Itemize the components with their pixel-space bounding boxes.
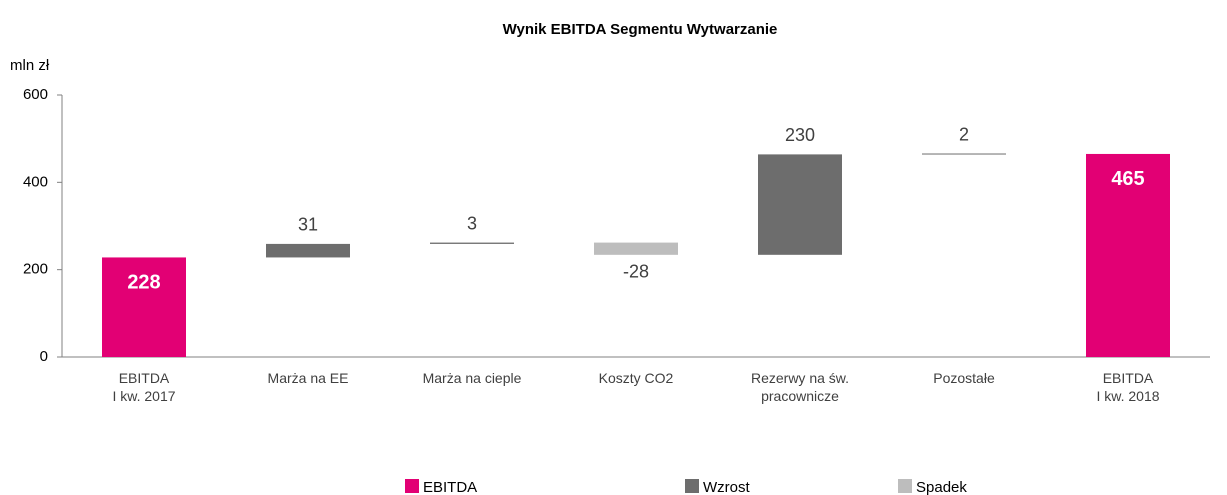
value-label: -28 bbox=[623, 262, 649, 282]
x-tick-label-line: pracownicze bbox=[761, 388, 839, 404]
x-tick-label: Marża na EE bbox=[268, 370, 349, 386]
x-tick-label-line: I kw. 2018 bbox=[1096, 388, 1159, 404]
x-tick-label: Marża na cieple bbox=[423, 370, 522, 386]
x-tick-label-line: EBITDA bbox=[1103, 370, 1154, 386]
value-label: 2 bbox=[959, 124, 969, 144]
bar bbox=[266, 243, 350, 258]
y-tick-label: 200 bbox=[23, 261, 48, 278]
y-axis-label: mln zł bbox=[10, 57, 50, 74]
legend-swatch bbox=[898, 479, 912, 493]
x-tick-label: Pozostałe bbox=[933, 370, 995, 386]
legend-label: Wzrost bbox=[703, 479, 750, 495]
y-tick-label: 600 bbox=[23, 86, 48, 103]
legend-swatch bbox=[405, 479, 419, 493]
bar bbox=[922, 153, 1006, 155]
x-tick-label: Koszty CO2 bbox=[599, 370, 674, 386]
value-label: 465 bbox=[1111, 168, 1144, 190]
value-label: 230 bbox=[785, 125, 815, 145]
chart-title: Wynik EBITDA Segmentu Wytwarzanie bbox=[503, 21, 778, 38]
bar bbox=[1086, 153, 1170, 357]
bar bbox=[102, 257, 186, 357]
x-tick-label: EBITDA I kw. 2017 bbox=[112, 370, 175, 404]
x-tick-label: EBITDA I kw. 2018 bbox=[1096, 370, 1159, 404]
x-tick-label-line: Pozostałe bbox=[933, 370, 995, 386]
x-tick-label-line: Marża na cieple bbox=[423, 370, 522, 386]
x-tick-label-line: Marża na EE bbox=[268, 370, 349, 386]
value-label: 228 bbox=[127, 272, 160, 294]
y-tick-label: 0 bbox=[40, 348, 48, 365]
x-tick-label-line: Koszty CO2 bbox=[599, 370, 674, 386]
y-tick-label: 400 bbox=[23, 173, 48, 190]
legend-swatch bbox=[685, 479, 699, 493]
x-tick-label-line: I kw. 2017 bbox=[112, 388, 175, 404]
x-tick-label: Rezerwy na św. pracownicze bbox=[751, 370, 849, 404]
value-label: 3 bbox=[467, 213, 477, 233]
bar bbox=[430, 242, 514, 244]
x-tick-label-line: Rezerwy na św. bbox=[751, 370, 849, 386]
x-tick-label-line: EBITDA bbox=[119, 370, 170, 386]
legend-label: Spadek bbox=[916, 479, 967, 495]
legend-label: EBITDA bbox=[423, 479, 477, 495]
value-label: 31 bbox=[298, 215, 318, 235]
bar bbox=[594, 242, 678, 255]
bar bbox=[758, 154, 842, 255]
